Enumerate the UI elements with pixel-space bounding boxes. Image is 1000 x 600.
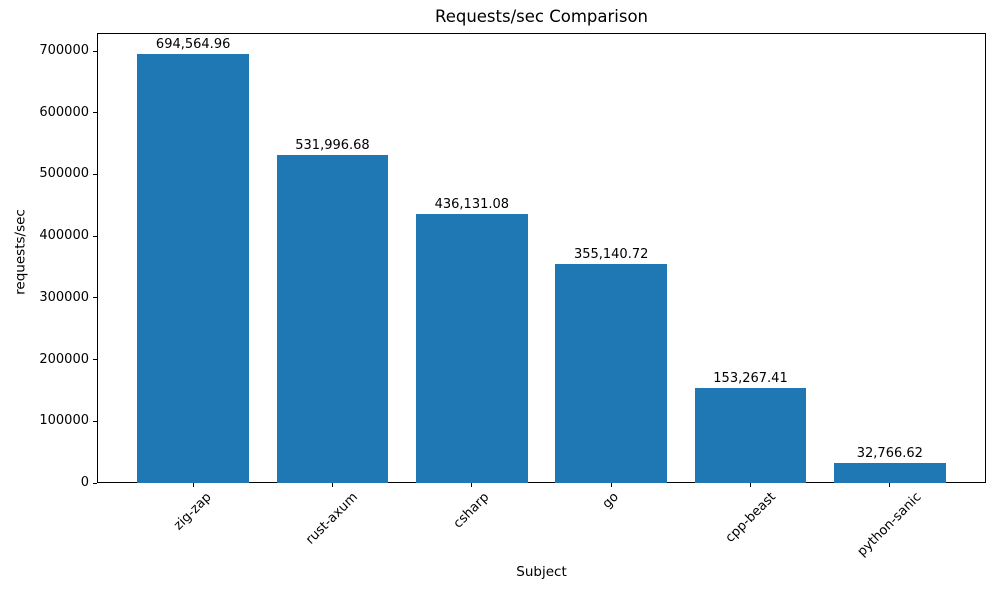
y-tick-mark (92, 235, 97, 237)
y-tick-label: 600000 (39, 104, 89, 120)
bar-csharp (416, 213, 528, 483)
y-tick-label: 200000 (39, 351, 89, 367)
y-tick-mark (92, 420, 97, 422)
x-tick-label: zig-zap (171, 489, 215, 534)
bar-go (555, 263, 667, 483)
y-axis-label: requests/sec (12, 209, 29, 295)
x-tick-mark (471, 483, 473, 487)
x-tick-label: go (599, 489, 622, 512)
x-tick-mark (192, 483, 194, 487)
y-tick-mark (92, 112, 97, 114)
bar-cpp-beast (694, 388, 807, 483)
x-tick-mark (750, 483, 751, 487)
x-tick-mark (331, 483, 333, 487)
y-tick-mark (92, 482, 97, 484)
y-tick-label: 500000 (39, 166, 89, 182)
bar-python-sanic (834, 462, 946, 483)
bar-value-label: 32,766.62 (856, 445, 923, 461)
y-tick-label: 700000 (39, 43, 89, 59)
bar-value-label: 436,131.08 (434, 196, 510, 212)
y-tick-mark (92, 297, 97, 299)
bar-zig-zap (137, 54, 249, 483)
y-tick-label: 100000 (39, 413, 89, 429)
y-tick-label: 300000 (39, 289, 89, 305)
y-tick-label: 0 (80, 475, 89, 490)
y-tick-mark (92, 50, 97, 52)
x-tick-mark (610, 483, 612, 487)
x-tick-label: rust-axum (303, 490, 361, 548)
x-tick-mark (889, 483, 891, 487)
bar-value-label: 355,140.72 (573, 246, 649, 262)
x-tick-label: cpp-beast (722, 489, 779, 547)
x-tick-label: csharp (450, 490, 493, 532)
bar-value-label: 694,564.96 (155, 37, 231, 53)
bar-value-label: 153,267.41 (713, 371, 788, 387)
x-tick-label: python-sanic (854, 490, 925, 560)
bar-value-label: 531,996.68 (295, 137, 370, 153)
x-axis-label: Subject (516, 564, 567, 580)
y-tick-mark (92, 359, 97, 361)
chart-title: Requests/sec Comparison (434, 7, 649, 26)
bar-rust-axum (276, 154, 389, 483)
y-tick-label: 400000 (39, 228, 89, 244)
y-tick-mark (92, 173, 97, 175)
